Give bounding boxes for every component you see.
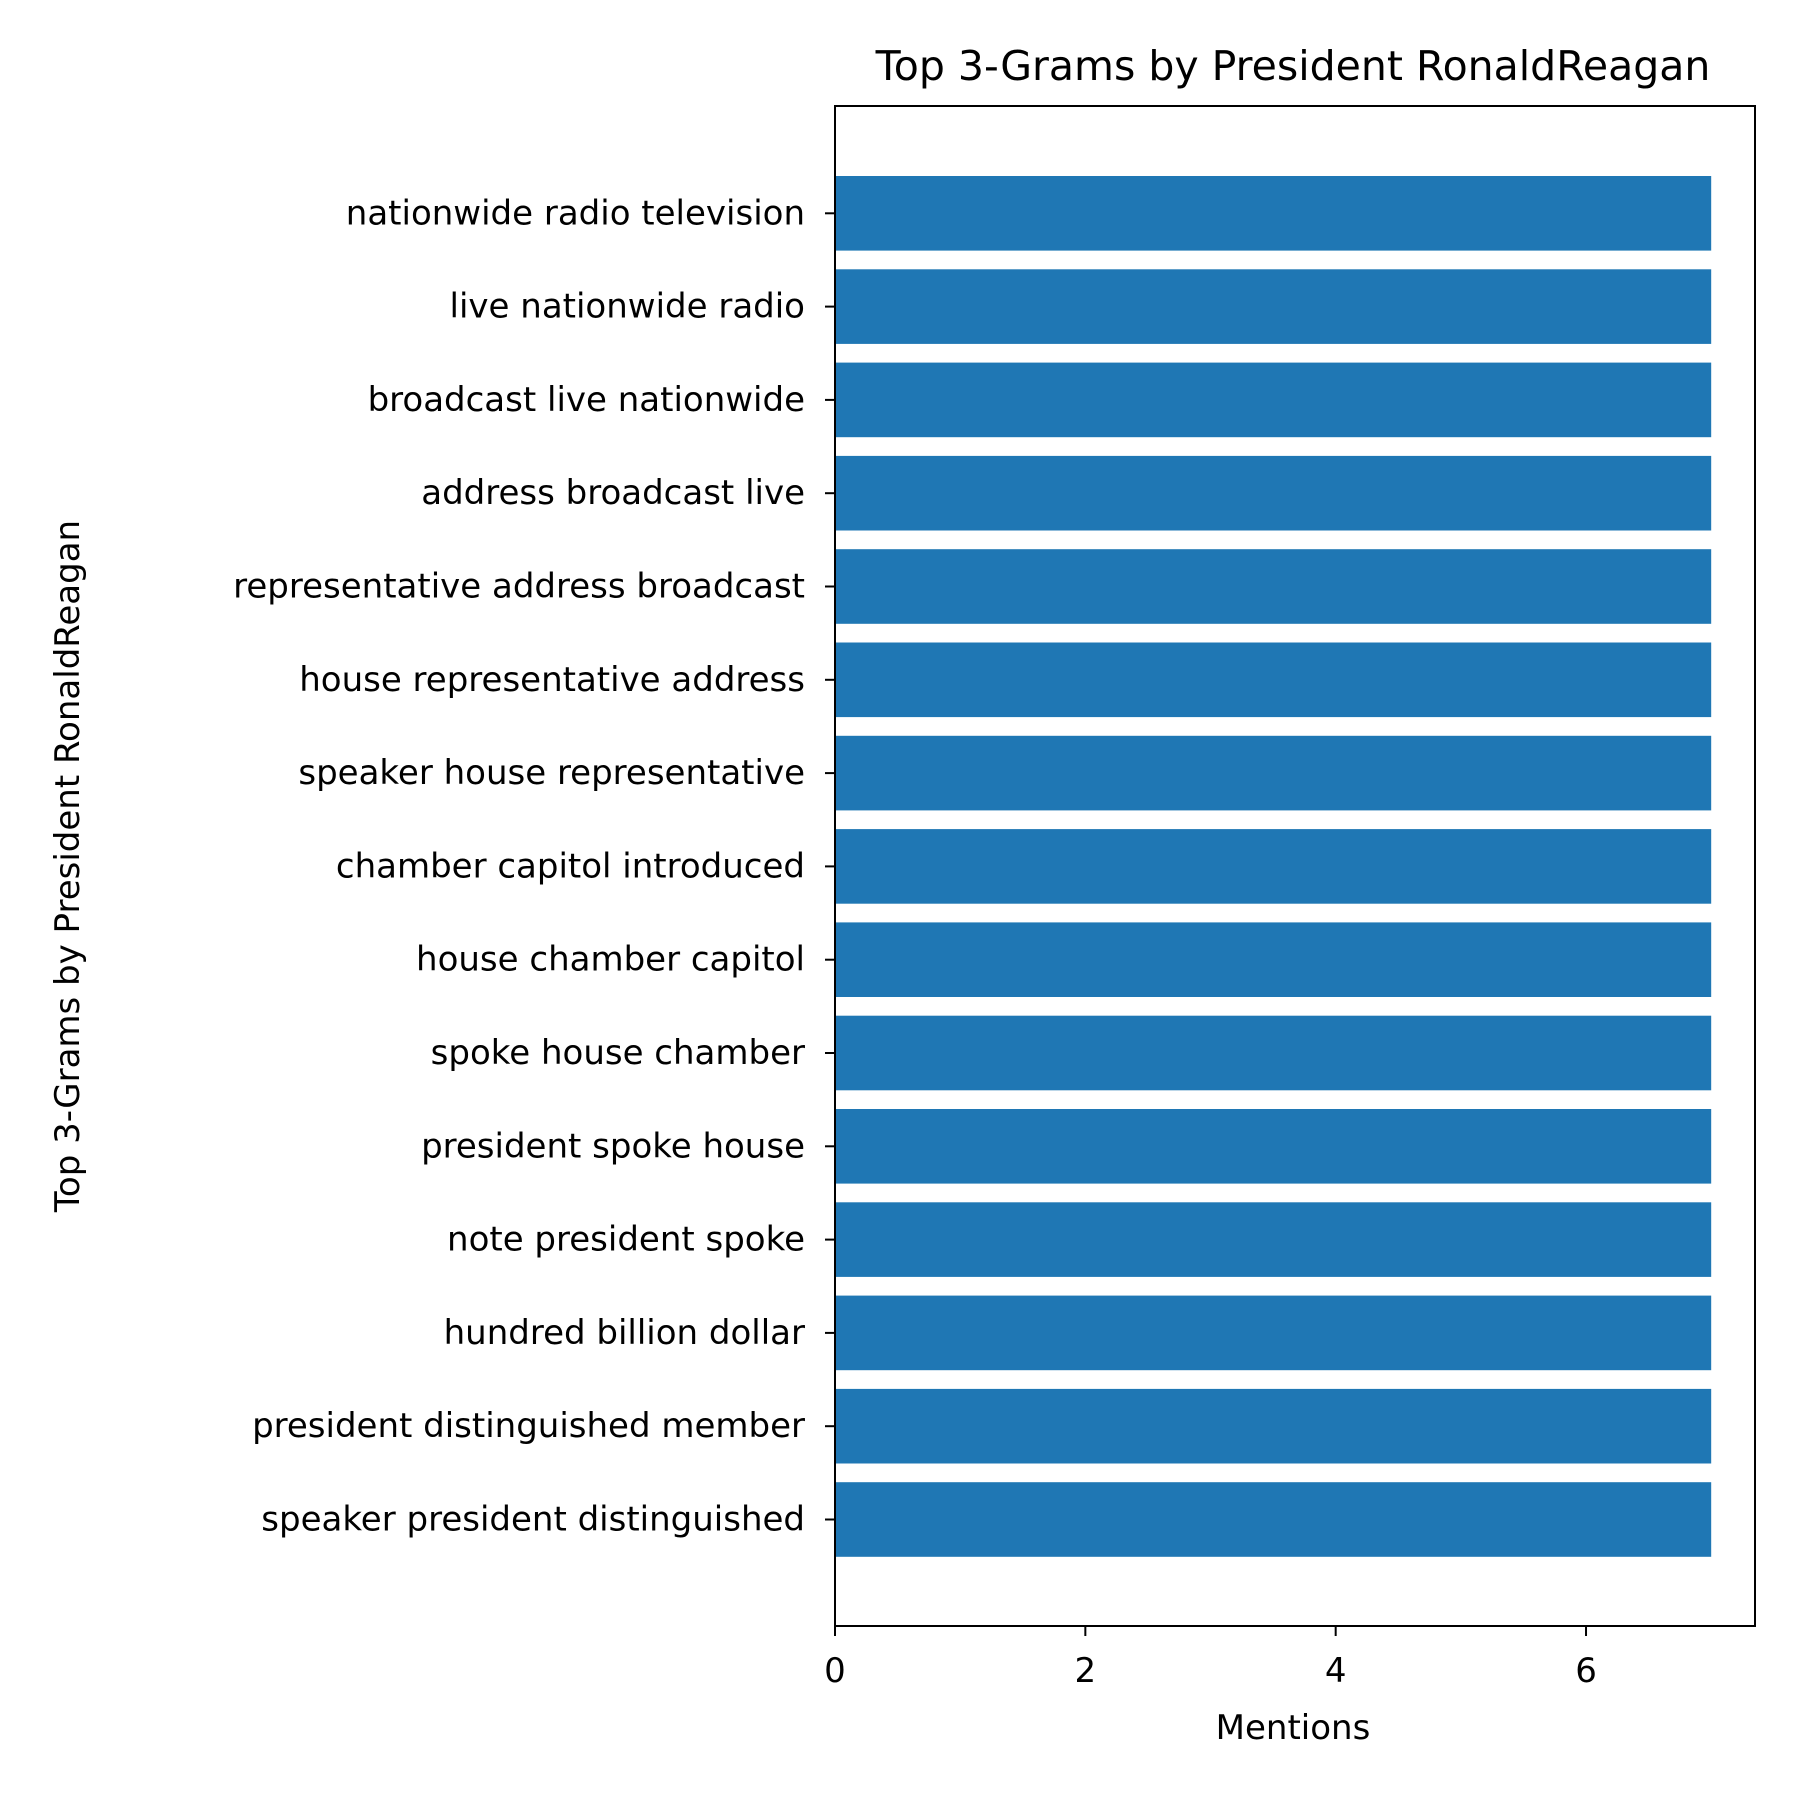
x-axis-label: Mentions — [1216, 1708, 1371, 1748]
bar — [835, 176, 1712, 251]
bar — [835, 1295, 1712, 1371]
y-tick-label: president distinguished member — [252, 1406, 805, 1446]
bar — [835, 642, 1712, 718]
y-tick-label: note president spoke — [447, 1220, 805, 1260]
x-tick-label: 4 — [1325, 1651, 1347, 1691]
bar — [835, 735, 1712, 811]
bar — [835, 1109, 1712, 1184]
y-tick-label: representative address broadcast — [233, 567, 805, 607]
y-tick-label: house representative address — [299, 660, 805, 700]
y-tick-label: hundred billion dollar — [444, 1313, 805, 1353]
chart-title: Top 3-Grams by President RonaldReagan — [875, 42, 1711, 90]
x-tick-label: 6 — [1575, 1651, 1597, 1691]
y-tick-label: speaker president distinguished — [261, 1500, 805, 1540]
y-tick-label: chamber capitol introduced — [336, 846, 805, 886]
bar — [835, 1388, 1712, 1464]
plot-frame — [834, 105, 1756, 1627]
bar — [835, 455, 1712, 531]
bar — [835, 829, 1712, 904]
y-tick-label: president spoke house — [421, 1126, 805, 1166]
bar — [835, 269, 1712, 344]
bars-group — [835, 176, 1712, 1557]
bar — [835, 1202, 1712, 1277]
y-tick-label: live nationwide radio — [450, 287, 805, 327]
bar — [835, 1482, 1712, 1557]
bar — [835, 1015, 1712, 1091]
y-tick-label: spoke house chamber — [431, 1033, 805, 1073]
y-tick-label: nationwide radio television — [346, 193, 805, 233]
bar — [835, 362, 1712, 438]
bar — [835, 549, 1712, 624]
y-tick-label: speaker house representative — [298, 753, 805, 793]
y-axis-ticks: speaker president distinguished president… — [233, 193, 835, 1540]
y-axis-label: Top 3-Grams by President RonaldReagan — [48, 520, 88, 1213]
x-tick-label: 2 — [1075, 1651, 1097, 1691]
bar — [835, 922, 1712, 997]
x-axis-ticks: 0 2 4 6 — [824, 1626, 1597, 1691]
y-tick-label: house chamber capitol — [416, 940, 805, 980]
y-tick-label: broadcast live nationwide — [368, 380, 805, 420]
y-tick-label: address broadcast live — [421, 473, 805, 513]
x-tick-label: 0 — [824, 1651, 846, 1691]
